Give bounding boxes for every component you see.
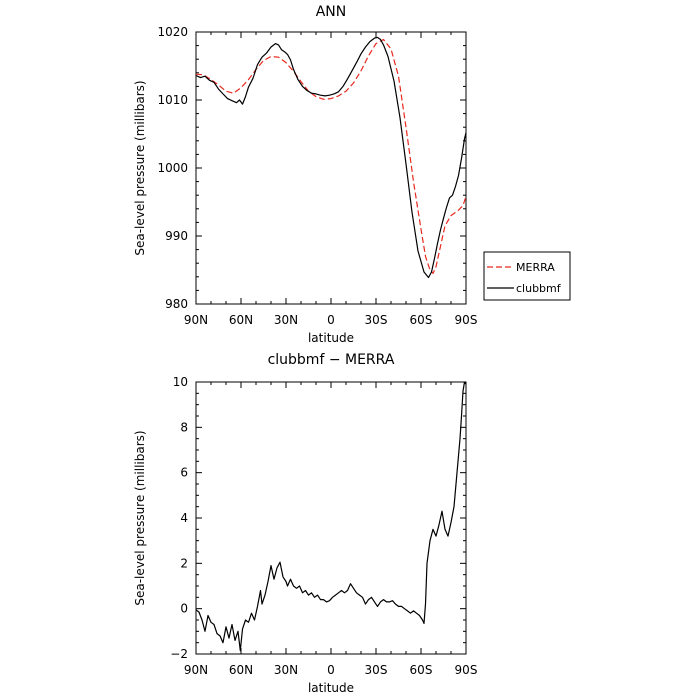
y-tick-label: 4 bbox=[180, 511, 188, 525]
x-tick-label: 90N bbox=[184, 663, 208, 677]
series-group bbox=[196, 382, 466, 652]
x-tick-label: 60N bbox=[229, 313, 253, 327]
y-tick-label: 980 bbox=[165, 297, 188, 311]
x-tick-label: 90S bbox=[455, 663, 478, 677]
y-tick-label: 1010 bbox=[157, 93, 188, 107]
x-tick-label: 0 bbox=[327, 313, 335, 327]
chart-title: clubbmf − MERRA bbox=[268, 352, 395, 368]
x-tick-label: 30N bbox=[274, 313, 298, 327]
series-line-merra bbox=[196, 38, 466, 274]
y-tick-label: 1020 bbox=[157, 25, 188, 39]
x-tick-label: 0 bbox=[327, 663, 335, 677]
x-axis-label: latitude bbox=[308, 681, 354, 695]
legend-box bbox=[483, 251, 571, 301]
x-tick-label: 60S bbox=[410, 313, 433, 327]
plot-frame bbox=[195, 381, 467, 655]
y-tick-label: 6 bbox=[180, 466, 188, 480]
x-tick-label: 30N bbox=[274, 663, 298, 677]
y-tick-label: 8 bbox=[180, 420, 188, 434]
chart-title: ANN bbox=[316, 4, 347, 20]
x-tick-label: 60S bbox=[410, 663, 433, 677]
x-tick-label: 60N bbox=[229, 663, 253, 677]
x-axis-label: latitude bbox=[308, 331, 354, 345]
series-line-clubbmf bbox=[196, 36, 466, 279]
x-tick-label: 30S bbox=[365, 663, 388, 677]
y-tick-label: 0 bbox=[180, 602, 188, 616]
x-tick-label: 90N bbox=[184, 313, 208, 327]
y-tick-label: −2 bbox=[170, 647, 188, 661]
legend: MERRA clubbmf bbox=[483, 251, 571, 301]
chart-panel-1: ANN 90N 60N 30N 0 30S 60S 90S 980 990 1000 1010 1020… bbox=[133, 4, 571, 345]
plot-frame bbox=[195, 31, 467, 305]
legend-label-clubbmf: clubbmf bbox=[516, 282, 562, 295]
y-tick-label: 1000 bbox=[157, 161, 188, 175]
series-group bbox=[196, 36, 466, 279]
y-axis-label: Sea-level pressure (millibars) bbox=[133, 80, 147, 255]
y-tick-label: 990 bbox=[165, 229, 188, 243]
x-tick-label: 30S bbox=[365, 313, 388, 327]
y-tick-label: 10 bbox=[173, 375, 188, 389]
y-axis-label: Sea-level pressure (millibars) bbox=[133, 430, 147, 605]
difference-line bbox=[196, 382, 466, 652]
chart-panel-2: clubbmf − MERRA 90N 60N 30N 0 30S 60S 90S −2 0 2 4 6… bbox=[133, 352, 477, 695]
y-tick-label: 2 bbox=[180, 556, 188, 570]
x-tick-label: 90S bbox=[455, 313, 478, 327]
legend-label-merra: MERRA bbox=[516, 261, 555, 274]
